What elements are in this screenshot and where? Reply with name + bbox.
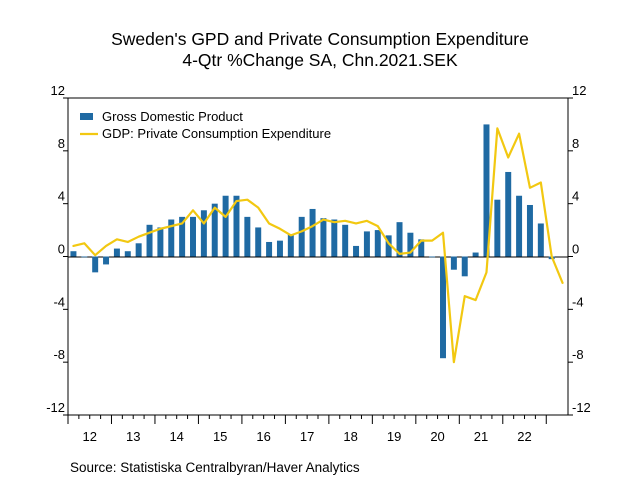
gdp-bar <box>233 195 240 257</box>
gdp-bar <box>309 208 316 257</box>
y-tick-label-left: -4 <box>53 294 65 309</box>
y-tick-label-right: -12 <box>572 400 591 415</box>
legend-gdp-swatch <box>80 113 93 120</box>
gdp-bar <box>418 239 425 257</box>
gdp-bar <box>157 227 164 257</box>
gdp-bar <box>298 216 305 257</box>
gdp-bar <box>374 230 381 257</box>
y-tick-label-right: -4 <box>572 294 584 309</box>
gdp-bar <box>276 240 283 257</box>
gdp-bar <box>287 234 294 257</box>
gdp-bar <box>190 216 196 257</box>
y-tick-label-left: -12 <box>46 400 65 415</box>
gdp-bar <box>124 251 131 257</box>
gdp-bar <box>526 204 533 257</box>
x-year-label: 22 <box>517 429 531 444</box>
x-year-label: 17 <box>300 429 314 444</box>
gdp-bar <box>396 222 403 257</box>
gdp-bar <box>320 218 327 257</box>
gdp-bar <box>537 223 544 257</box>
legend: Gross Domestic Product GDP: Private Cons… <box>80 109 331 141</box>
gdp-bar <box>70 251 77 257</box>
x-year-label: 15 <box>213 429 227 444</box>
y-tick-label-right: 4 <box>572 189 579 204</box>
x-year-label: 13 <box>126 429 140 444</box>
y-tick-label-left: 4 <box>58 189 65 204</box>
gdp-bar <box>103 256 110 265</box>
gdp-bar <box>342 224 349 257</box>
gdp-bar <box>244 216 251 257</box>
gdp-bar <box>113 248 120 257</box>
y-tick-label-left: -8 <box>53 347 65 362</box>
chart-subtitle: 4-Qtr %Change SA, Chn.2021.SEK <box>182 50 458 70</box>
gdp-bar <box>168 219 175 257</box>
gdp-bar <box>440 256 446 359</box>
gdp-bar <box>429 256 436 258</box>
y-tick-label-left: 0 <box>58 242 65 257</box>
legend-pce-label: GDP: Private Consumption Expenditure <box>102 126 331 141</box>
source-note: Source: Statistiska Centralbyran/Haver A… <box>70 460 360 475</box>
gdp-bar <box>385 235 392 257</box>
gdp-bar <box>200 210 207 257</box>
x-year-label: 21 <box>474 429 488 444</box>
gdp-bar <box>461 256 468 277</box>
gdp-bar <box>92 256 99 273</box>
gdp-bar <box>505 171 512 257</box>
gdp-bar <box>222 195 229 257</box>
pce-line <box>72 127 564 364</box>
gdp-bar <box>472 252 479 257</box>
y-tick-label-right: 12 <box>572 83 586 98</box>
gdp-bar <box>450 256 457 270</box>
y-tick-label-left: 8 <box>58 136 65 151</box>
y-tick-label-right: 0 <box>572 242 579 257</box>
x-year-label: 16 <box>256 429 270 444</box>
legend-gdp-label: Gross Domestic Product <box>102 109 243 124</box>
gdp-bar <box>331 219 338 257</box>
gdp-bar <box>353 245 360 257</box>
gdp-bar <box>363 231 370 257</box>
y-tick-label-right: 8 <box>572 136 579 151</box>
gdp-bar <box>146 224 153 257</box>
y-tick-label-left: 12 <box>51 83 65 98</box>
gdp-bar <box>516 195 523 257</box>
gdp-bar <box>266 241 273 257</box>
gdp-bar <box>407 232 414 257</box>
chart-title: Sweden's GPD and Private Consumption Exp… <box>111 29 529 49</box>
gdp-bar <box>179 216 186 257</box>
x-year-label: 19 <box>387 429 401 444</box>
x-year-label: 12 <box>83 429 97 444</box>
gdp-bar <box>483 124 490 257</box>
pce-line-layer <box>72 127 564 364</box>
gdp-bar <box>135 243 142 257</box>
gdp-bars <box>70 124 555 359</box>
x-year-label: 18 <box>343 429 357 444</box>
y-tick-label-right: -8 <box>572 347 584 362</box>
x-year-label: 20 <box>430 429 444 444</box>
x-year-label: 14 <box>169 429 183 444</box>
gdp-bar <box>494 199 501 257</box>
axis-ticks: 12 12 8 8 4 4 0 0 -4 -4 -8 -8 -12 -12 12 13 14 15 16 17 18 19… <box>46 83 591 444</box>
gdp-bar <box>255 227 262 257</box>
gdp-bar <box>211 203 218 257</box>
gdp-bar <box>81 256 88 258</box>
